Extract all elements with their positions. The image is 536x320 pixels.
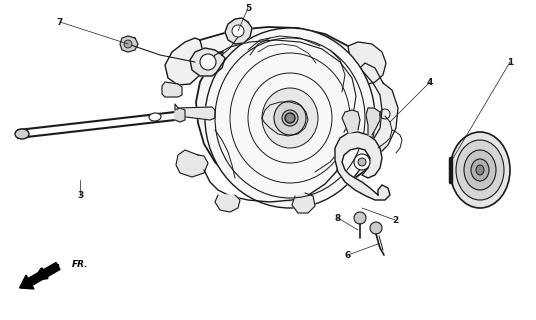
Text: 7: 7: [57, 18, 63, 27]
Text: 8: 8: [335, 213, 341, 222]
Polygon shape: [335, 132, 390, 200]
Polygon shape: [165, 38, 205, 85]
Polygon shape: [175, 108, 185, 122]
Ellipse shape: [456, 140, 504, 200]
Text: 3: 3: [77, 190, 83, 199]
Polygon shape: [366, 108, 380, 135]
Text: 5: 5: [245, 4, 251, 12]
Ellipse shape: [124, 40, 132, 48]
Polygon shape: [348, 42, 386, 85]
Polygon shape: [175, 104, 215, 120]
Text: 6: 6: [345, 251, 351, 260]
Polygon shape: [292, 193, 315, 213]
Ellipse shape: [200, 54, 216, 70]
Ellipse shape: [15, 129, 29, 139]
Ellipse shape: [471, 159, 489, 181]
Ellipse shape: [232, 25, 244, 37]
Ellipse shape: [262, 88, 318, 148]
Text: 1: 1: [507, 58, 513, 67]
Ellipse shape: [358, 158, 366, 166]
Ellipse shape: [464, 150, 496, 190]
Text: 2: 2: [392, 215, 398, 225]
Ellipse shape: [205, 28, 375, 208]
Polygon shape: [348, 63, 398, 165]
Polygon shape: [225, 18, 252, 44]
Text: FR.: FR.: [72, 260, 88, 269]
Polygon shape: [120, 36, 138, 52]
Polygon shape: [342, 110, 360, 133]
Polygon shape: [190, 48, 225, 76]
Ellipse shape: [450, 132, 510, 208]
Polygon shape: [178, 27, 390, 195]
FancyArrow shape: [20, 262, 60, 289]
Ellipse shape: [354, 212, 366, 224]
Polygon shape: [215, 195, 240, 212]
Polygon shape: [162, 82, 182, 97]
Text: 4: 4: [427, 77, 433, 86]
Ellipse shape: [274, 101, 306, 135]
Ellipse shape: [476, 165, 484, 175]
Ellipse shape: [285, 113, 295, 123]
Ellipse shape: [282, 110, 298, 126]
Ellipse shape: [354, 154, 370, 170]
Ellipse shape: [149, 113, 161, 121]
Ellipse shape: [370, 222, 382, 234]
Polygon shape: [176, 150, 208, 177]
